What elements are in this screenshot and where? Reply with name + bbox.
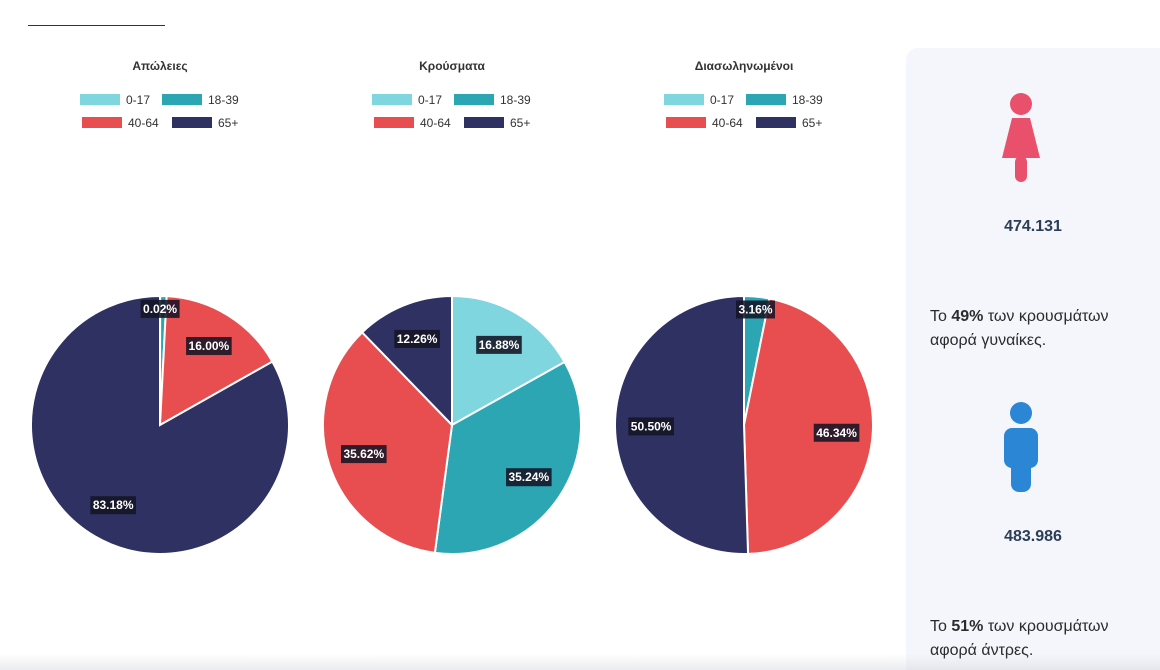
- pie-slice-40-64[interactable]: [158, 295, 274, 427]
- pie-chart: 0.02% 16.00% 83.18%: [30, 294, 290, 555]
- chart-title: Κρούσματα: [419, 59, 485, 73]
- pie-value-text: 12.26%: [397, 332, 438, 346]
- pie-slice-40-64[interactable]: [742, 297, 874, 555]
- pie-value-label: 46.34%: [813, 423, 860, 442]
- pie-value-label: 83.18%: [90, 496, 136, 515]
- pie-slice-65plus[interactable]: [30, 294, 290, 555]
- pie-value-label: 35.24%: [506, 468, 552, 487]
- bottom-fade: [0, 654, 1160, 670]
- women-description: Το 49% των κρουσμάτων αφορά γυναίκες.: [930, 308, 1109, 349]
- pie-value-label: 16.00%: [186, 337, 232, 356]
- pie-value-label: 35.62%: [340, 445, 387, 464]
- pie-slice-65plus[interactable]: [614, 294, 750, 555]
- pie-value-text: 0.02%: [143, 302, 177, 316]
- legend-item-65plus[interactable]: 65+: [464, 116, 530, 130]
- legend-swatch: [162, 94, 202, 105]
- pie-slice-0-17[interactable]: [451, 294, 566, 427]
- pie-value-text: 16.00%: [189, 339, 230, 353]
- legend-swatch: [80, 94, 120, 105]
- legend-swatch: [82, 117, 122, 128]
- pie-value-text: 46.34%: [816, 426, 857, 440]
- chart-title: Διασωληνωμένοι: [694, 59, 794, 73]
- pie-value-label: 0.02%: [140, 299, 180, 318]
- legend-item-40-64[interactable]: 40-64: [82, 116, 159, 130]
- chart-deaths: Απώλειες 0-17 18-39 40-64 65+ 0.02% 16.00…: [15, 55, 305, 575]
- women-percent: 49%: [951, 308, 984, 325]
- legend-item-18-39[interactable]: 18-39: [162, 93, 239, 107]
- legend-item-0-17[interactable]: 0-17: [372, 93, 442, 107]
- chart-cases: Κρούσματα 0-17 18-39 40-64 65+ 16.88% 35.…: [307, 55, 597, 575]
- pie-value-text: 16.88%: [479, 338, 520, 352]
- female-icon: [1002, 93, 1040, 182]
- gender-sidebar: 474.131 Το 49% των κρουσμάτων αφορά γυνα…: [906, 48, 1160, 670]
- pie-value-label: 16.88%: [476, 335, 522, 354]
- legend-item-0-17[interactable]: 0-17: [80, 93, 150, 107]
- legend-item-40-64[interactable]: 40-64: [374, 116, 451, 130]
- pie-value-label: 12.26%: [394, 329, 440, 348]
- legend-swatch: [454, 94, 494, 105]
- pie-value-text: 83.18%: [93, 498, 134, 512]
- legend-swatch: [756, 117, 796, 128]
- legend-swatch: [746, 94, 786, 105]
- pie-value-label: 3.16%: [736, 300, 776, 319]
- male-icon: [1004, 402, 1038, 492]
- pie-slice-65plus[interactable]: [360, 294, 453, 428]
- pie-value-text: 3.16%: [738, 302, 772, 316]
- pie-value-text: 35.24%: [508, 470, 549, 484]
- pie-chart: 3.16% 46.34% 50.50%: [614, 294, 874, 555]
- chart-title: Απώλειες: [132, 59, 188, 73]
- men-count: 483.986: [1004, 528, 1062, 545]
- legend-item-40-64[interactable]: 40-64: [666, 116, 743, 130]
- header-rule: [28, 25, 165, 26]
- men-percent: 51%: [951, 618, 984, 635]
- legend-swatch: [374, 117, 414, 128]
- pie-slice-18-39[interactable]: [433, 360, 582, 555]
- legend-swatch: [666, 117, 706, 128]
- legend-item-65plus[interactable]: 65+: [756, 116, 822, 130]
- women-count: 474.131: [1004, 218, 1062, 235]
- legend-swatch: [664, 94, 704, 105]
- legend-item-0-17[interactable]: 0-17: [664, 93, 734, 107]
- legend-item-65plus[interactable]: 65+: [172, 116, 238, 130]
- legend-item-18-39[interactable]: 18-39: [746, 93, 823, 107]
- pie-value-text: 50.50%: [631, 419, 672, 433]
- pie-value-label: 50.50%: [628, 417, 674, 436]
- legend-swatch: [172, 117, 212, 128]
- pie-chart: 16.88% 35.24% 35.62% 12.26%: [322, 294, 582, 555]
- pie-value-text: 35.62%: [343, 447, 384, 461]
- legend-item-18-39[interactable]: 18-39: [454, 93, 531, 107]
- legend-swatch: [464, 117, 504, 128]
- chart-intubated: Διασωληνωμένοι 0-17 18-39 40-64 65+ 3.16…: [599, 55, 889, 575]
- men-description: Το 51% των κρουσμάτων αφορά άντρες.: [930, 618, 1109, 659]
- legend-swatch: [372, 94, 412, 105]
- pie-slice-40-64[interactable]: [322, 331, 454, 554]
